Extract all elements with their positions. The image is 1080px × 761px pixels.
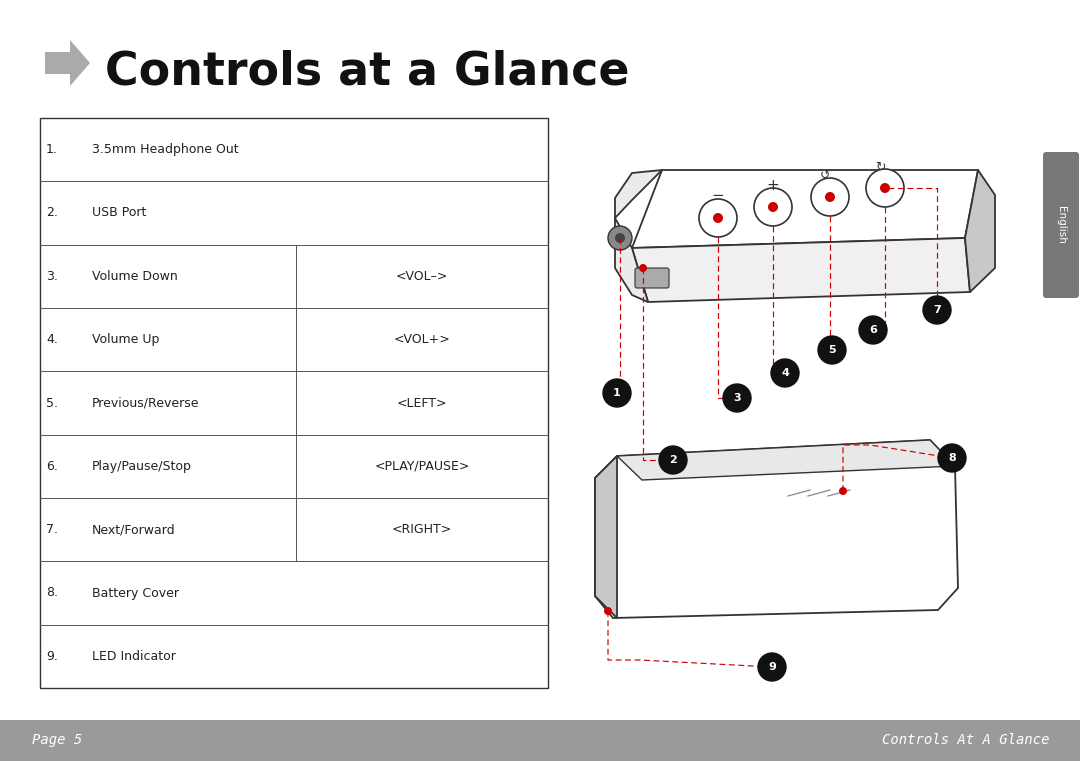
Text: 7.: 7.: [46, 523, 58, 537]
Circle shape: [923, 296, 951, 324]
Text: 7: 7: [933, 305, 941, 315]
Polygon shape: [45, 40, 90, 86]
Text: 5: 5: [828, 345, 836, 355]
Text: LED Indicator: LED Indicator: [92, 650, 176, 663]
Text: 1.: 1.: [46, 143, 58, 156]
Circle shape: [771, 359, 799, 387]
Text: 8.: 8.: [46, 587, 58, 600]
Circle shape: [659, 446, 687, 474]
Circle shape: [603, 379, 631, 407]
Polygon shape: [632, 238, 970, 302]
Polygon shape: [595, 456, 617, 618]
Text: Volume Down: Volume Down: [92, 270, 178, 283]
Circle shape: [768, 202, 778, 212]
Text: 5.: 5.: [46, 396, 58, 409]
Circle shape: [839, 487, 847, 495]
Text: ↺: ↺: [820, 168, 831, 182]
Text: English: English: [1056, 206, 1066, 244]
Text: Volume Up: Volume Up: [92, 333, 160, 346]
Circle shape: [859, 316, 887, 344]
Text: −: −: [712, 189, 725, 203]
Circle shape: [639, 264, 647, 272]
Text: ↻: ↻: [875, 161, 886, 174]
Circle shape: [699, 199, 737, 237]
Circle shape: [866, 169, 904, 207]
Polygon shape: [966, 170, 995, 292]
Text: 6: 6: [869, 325, 877, 335]
Circle shape: [713, 213, 723, 223]
Text: <RIGHT>: <RIGHT>: [392, 523, 453, 537]
Text: <VOL–>: <VOL–>: [395, 270, 448, 283]
Text: <PLAY/PAUSE>: <PLAY/PAUSE>: [375, 460, 470, 473]
Text: 1: 1: [613, 388, 621, 398]
FancyBboxPatch shape: [1043, 152, 1079, 298]
Polygon shape: [632, 170, 978, 248]
Text: 8: 8: [948, 453, 956, 463]
Text: Next/Forward: Next/Forward: [92, 523, 176, 537]
Text: 3.: 3.: [46, 270, 58, 283]
Text: Controls At A Glance: Controls At A Glance: [882, 733, 1050, 747]
Text: Controls at a Glance: Controls at a Glance: [105, 49, 630, 94]
Text: <VOL+>: <VOL+>: [393, 333, 450, 346]
Text: 2: 2: [670, 455, 677, 465]
Text: Page 5: Page 5: [32, 733, 82, 747]
Circle shape: [754, 188, 792, 226]
Polygon shape: [615, 170, 662, 302]
Bar: [0, 720, 1080, 761]
Circle shape: [758, 653, 786, 681]
Text: 4: 4: [781, 368, 788, 378]
Text: Play/Pause/Stop: Play/Pause/Stop: [92, 460, 192, 473]
Polygon shape: [617, 440, 955, 480]
Circle shape: [880, 183, 890, 193]
Text: <LEFT>: <LEFT>: [396, 396, 447, 409]
Text: 6.: 6.: [46, 460, 58, 473]
FancyBboxPatch shape: [635, 268, 669, 288]
Text: 3.5mm Headphone Out: 3.5mm Headphone Out: [92, 143, 239, 156]
Circle shape: [811, 178, 849, 216]
Text: Previous/Reverse: Previous/Reverse: [92, 396, 200, 409]
Polygon shape: [595, 440, 958, 618]
Bar: [40, 118, 548, 688]
Circle shape: [604, 607, 612, 615]
Circle shape: [615, 233, 625, 243]
Text: 9.: 9.: [46, 650, 58, 663]
Text: 3: 3: [733, 393, 741, 403]
Text: 4.: 4.: [46, 333, 58, 346]
Text: USB Port: USB Port: [92, 206, 147, 219]
Circle shape: [818, 336, 846, 364]
Circle shape: [723, 384, 751, 412]
Text: +: +: [767, 177, 780, 193]
Circle shape: [825, 192, 835, 202]
Circle shape: [608, 226, 632, 250]
Text: 2.: 2.: [46, 206, 58, 219]
Text: Battery Cover: Battery Cover: [92, 587, 179, 600]
Text: 9: 9: [768, 662, 775, 672]
Circle shape: [939, 444, 966, 472]
